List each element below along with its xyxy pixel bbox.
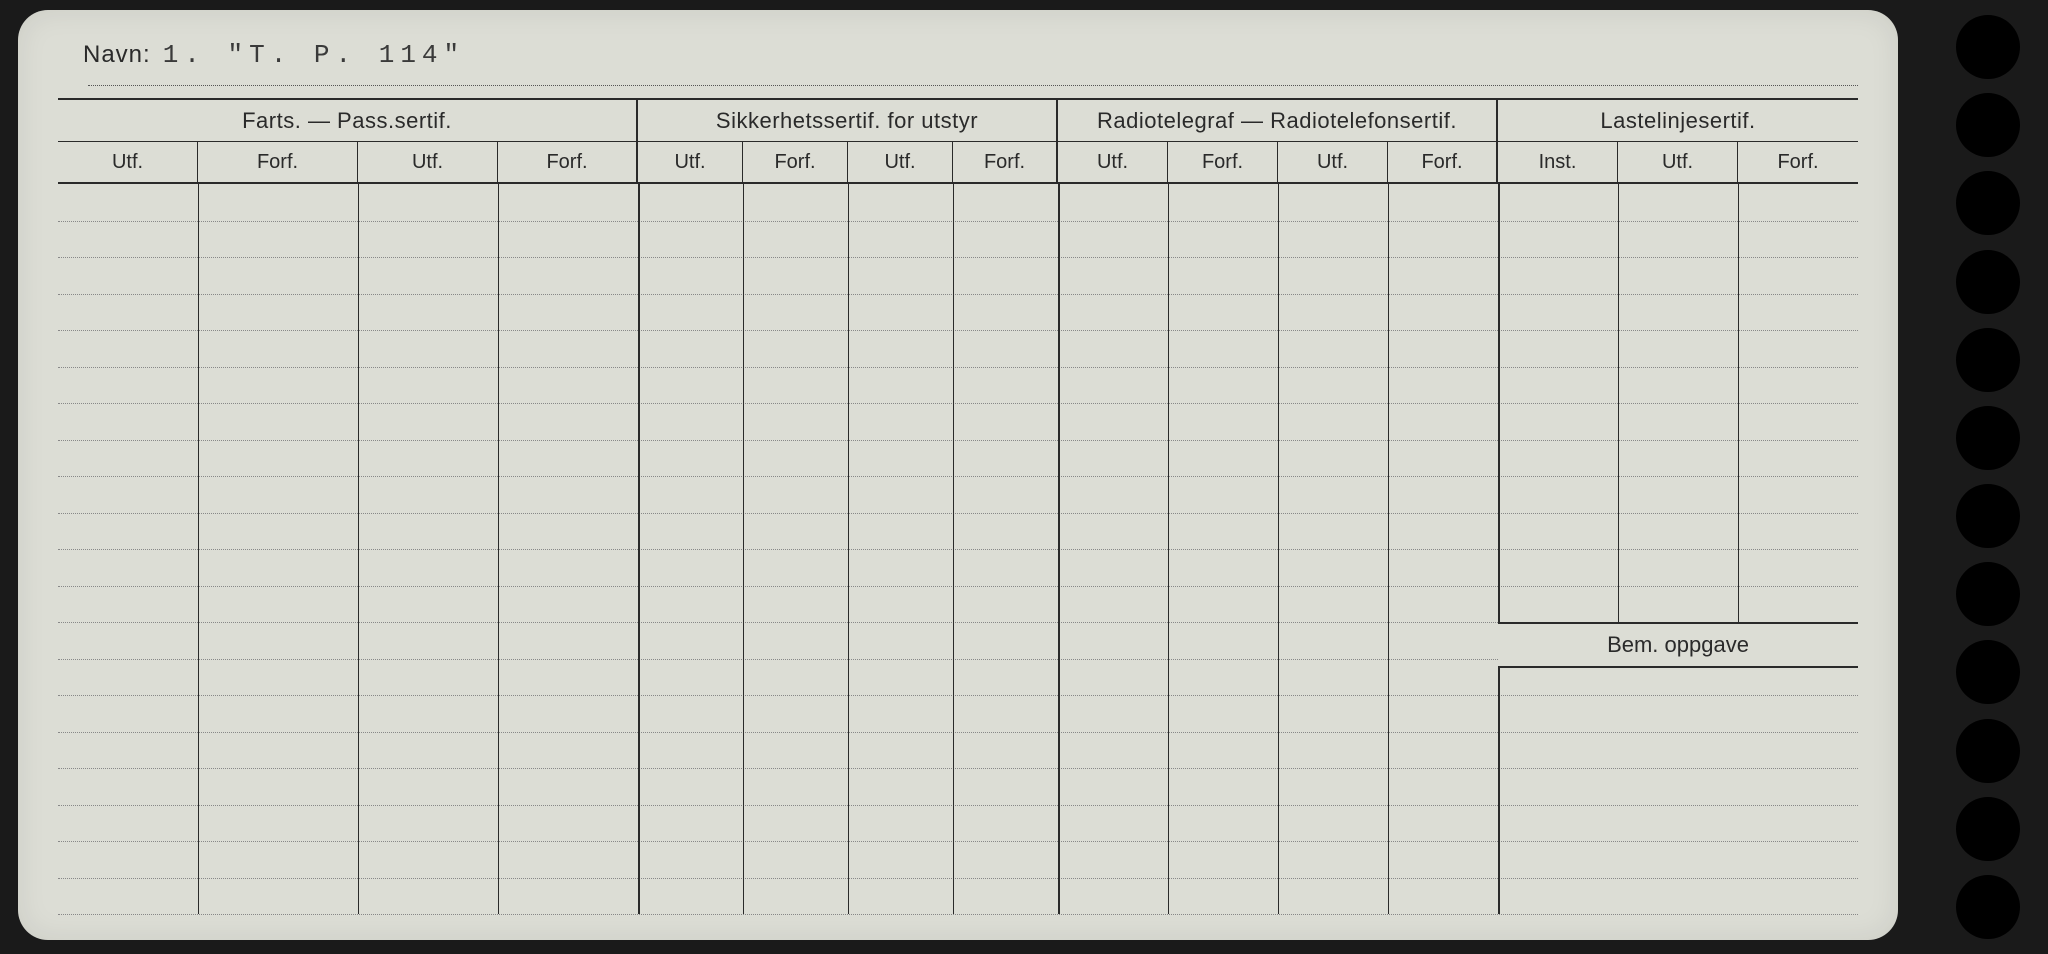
table-row-line [58,805,1858,806]
navn-label: Navn: [83,41,151,69]
column-divider [498,184,499,914]
sub-header: Forf. [1388,142,1498,182]
punch-hole [1956,797,2020,861]
sub-header: Forf. [743,142,848,182]
punch-hole [1956,640,2020,704]
table-body: Bem. oppgave [58,184,1858,914]
table-row-line [58,732,1858,733]
sub-header: Utf. [358,142,498,182]
group-divider [1498,184,1500,914]
punch-holes [1938,15,2038,939]
sub-header: Forf. [1168,142,1278,182]
punch-hole [1956,406,2020,470]
table-row-line [58,549,1858,550]
sub-header: Forf. [953,142,1058,182]
group-header-row: Farts. — Pass.sertif.Sikkerhetssertif. f… [58,100,1858,142]
bem-oppgave-header: Bem. oppgave [1498,622,1858,668]
certificate-table: Farts. — Pass.sertif.Sikkerhetssertif. f… [58,98,1858,918]
punch-hole [1956,250,2020,314]
table-row-line [58,695,1858,696]
sub-header: Utf. [848,142,953,182]
table-row-line [58,294,1858,295]
sub-header: Utf. [58,142,198,182]
sub-header: Forf. [1738,142,1858,182]
sub-header: Utf. [638,142,743,182]
column-divider [198,184,199,914]
column-divider [743,184,744,914]
group-header: Radiotelegraf — Radiotelefonsertif. [1058,100,1498,141]
punch-hole [1956,171,2020,235]
sub-header-row: Utf.Forf.Utf.Forf.Utf.Forf.Utf.Forf.Utf.… [58,142,1858,184]
table-row-line [58,768,1858,769]
form-card: Navn: 1. "T. P. 114" Farts. — Pass.serti… [18,10,1898,940]
table-row-line [58,914,1858,915]
column-divider [1278,184,1279,914]
navn-row: Navn: 1. "T. P. 114" [83,40,1858,90]
column-divider [358,184,359,914]
table-row-line [58,221,1858,222]
table-row-line [58,513,1858,514]
group-divider [638,184,640,914]
punch-hole [1956,93,2020,157]
navn-value: 1. "T. P. 114" [163,40,465,70]
table-row-line [58,841,1858,842]
punch-hole [1956,15,2020,79]
table-row-line [58,330,1858,331]
table-row-line [58,403,1858,404]
sub-header: Utf. [1618,142,1738,182]
table-row-line [58,586,1858,587]
column-divider [1618,184,1619,622]
column-divider [1388,184,1389,914]
sub-header: Utf. [1278,142,1388,182]
sub-header: Inst. [1498,142,1618,182]
table-row-line [58,440,1858,441]
punch-hole [1956,562,2020,626]
column-divider [1168,184,1169,914]
sub-header: Utf. [1058,142,1168,182]
column-divider [848,184,849,914]
table-row-line [58,367,1858,368]
punch-hole [1956,484,2020,548]
group-header: Sikkerhetssertif. for utstyr [638,100,1058,141]
sub-header: Forf. [198,142,358,182]
sub-header: Forf. [498,142,638,182]
punch-hole [1956,875,2020,939]
punch-hole [1956,719,2020,783]
column-divider [953,184,954,914]
punch-hole [1956,328,2020,392]
column-divider [1738,184,1739,622]
group-divider [1058,184,1060,914]
table-row-line [58,476,1858,477]
group-header: Farts. — Pass.sertif. [58,100,638,141]
group-header: Lastelinjesertif. [1498,100,1858,141]
navn-dotted-line [88,85,1858,86]
table-row-line [58,257,1858,258]
table-row-line [58,878,1858,879]
